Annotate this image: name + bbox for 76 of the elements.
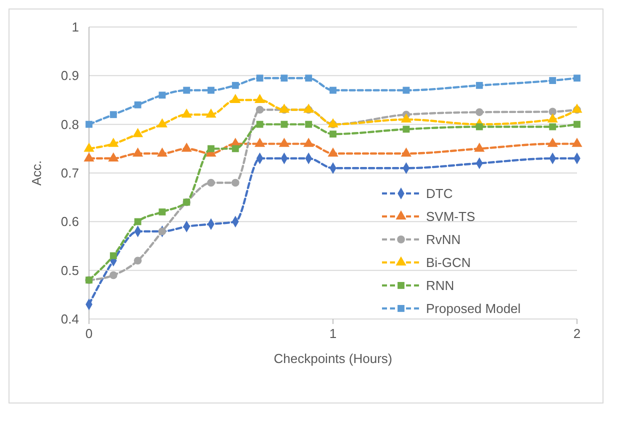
point bbox=[109, 271, 118, 280]
legend-label: DTC bbox=[426, 186, 453, 201]
point bbox=[303, 138, 314, 147]
point bbox=[181, 142, 192, 152]
point bbox=[476, 123, 483, 130]
point bbox=[305, 120, 312, 128]
y-tick-label: 0.8 bbox=[60, 116, 79, 132]
point bbox=[256, 106, 264, 114]
point bbox=[574, 120, 580, 128]
point bbox=[231, 178, 240, 187]
legend-label: Bi-GCN bbox=[426, 254, 471, 270]
point bbox=[183, 86, 190, 94]
point bbox=[254, 94, 266, 104]
legend-label: RvNN bbox=[426, 232, 461, 247]
x-tick-label: 0 bbox=[85, 326, 93, 341]
y-tick-label: 0.7 bbox=[60, 166, 79, 181]
point bbox=[549, 123, 556, 130]
point bbox=[84, 152, 94, 162]
y-tick-label: 1 bbox=[72, 20, 79, 35]
point bbox=[232, 145, 239, 152]
point bbox=[328, 147, 338, 157]
point bbox=[134, 101, 142, 108]
point bbox=[206, 108, 216, 118]
point bbox=[156, 147, 168, 157]
point bbox=[547, 113, 558, 123]
x-tick-label: 1 bbox=[329, 326, 337, 341]
point bbox=[330, 130, 336, 138]
point bbox=[278, 138, 290, 147]
point bbox=[86, 120, 92, 128]
point bbox=[207, 178, 215, 187]
point bbox=[402, 86, 410, 94]
point bbox=[108, 138, 119, 147]
legend-label: SVM-TS bbox=[426, 208, 476, 224]
point bbox=[305, 74, 312, 82]
point bbox=[134, 218, 142, 226]
point bbox=[132, 147, 144, 157]
point bbox=[475, 108, 484, 116]
x-axis-title: Checkpoints (Hours) bbox=[274, 351, 392, 366]
x-tick-label: 2 bbox=[573, 326, 581, 341]
y-tick-label: 0.6 bbox=[60, 214, 79, 230]
point bbox=[402, 126, 410, 133]
point bbox=[158, 208, 166, 216]
point bbox=[110, 252, 117, 260]
point bbox=[254, 138, 266, 147]
point bbox=[330, 86, 336, 94]
y-tick-label: 0.4 bbox=[60, 312, 79, 327]
point bbox=[548, 108, 557, 116]
legend-label: RNN bbox=[426, 278, 454, 293]
point bbox=[232, 82, 239, 89]
point bbox=[156, 118, 168, 128]
y-tick-label: 0.5 bbox=[60, 262, 79, 278]
y-axis-title: Acc. bbox=[29, 160, 44, 186]
point bbox=[574, 74, 580, 82]
point bbox=[84, 142, 94, 152]
point bbox=[474, 142, 485, 152]
point bbox=[256, 120, 264, 128]
legend-label: Proposed Model bbox=[426, 300, 521, 316]
point bbox=[572, 138, 582, 147]
point bbox=[476, 82, 483, 89]
point bbox=[110, 111, 117, 118]
point bbox=[181, 108, 192, 118]
point bbox=[208, 86, 214, 94]
point bbox=[400, 113, 412, 123]
point bbox=[549, 77, 556, 84]
point bbox=[132, 128, 144, 138]
point bbox=[547, 138, 558, 147]
point bbox=[230, 94, 241, 104]
point bbox=[280, 74, 288, 82]
point bbox=[208, 145, 214, 152]
y-tick-label: 0.9 bbox=[60, 68, 79, 84]
point bbox=[400, 147, 412, 157]
point bbox=[134, 256, 142, 264]
point bbox=[158, 92, 166, 99]
point bbox=[280, 120, 288, 128]
point bbox=[108, 152, 119, 162]
point bbox=[256, 74, 264, 82]
